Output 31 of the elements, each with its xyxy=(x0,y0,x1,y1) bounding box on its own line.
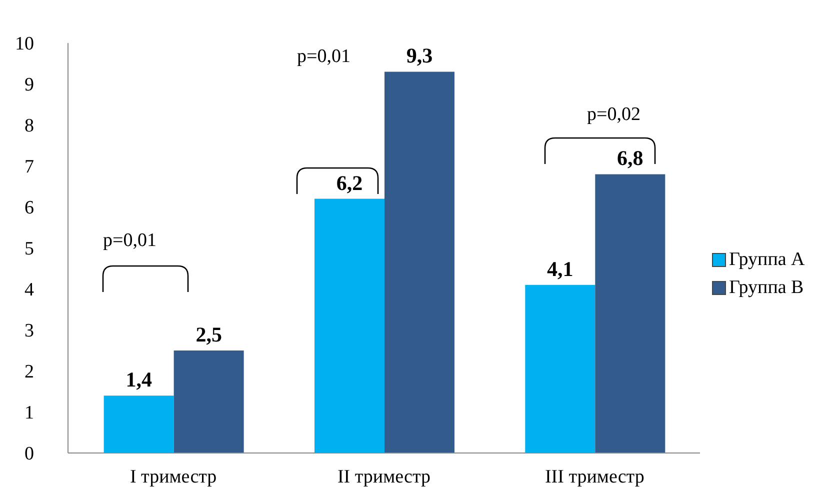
y-tick-label: 2 xyxy=(24,362,34,383)
annotation: p=0,02 xyxy=(587,104,640,126)
data-label: 4,1 xyxy=(547,256,574,281)
data-label: 6,2 xyxy=(336,170,363,195)
y-tick-label: 4 xyxy=(24,280,34,301)
bar xyxy=(104,396,174,453)
bar xyxy=(525,284,596,453)
y-tick-label: 5 xyxy=(24,238,34,260)
y-tick-label: 6 xyxy=(24,198,34,219)
annotation: p=0,01 xyxy=(297,46,350,68)
x-tick-label: III триместр xyxy=(544,466,644,488)
annotation: p=0,01 xyxy=(103,230,156,252)
y-tick-label: 9 xyxy=(24,74,34,96)
legend-label: Группа А xyxy=(729,249,805,271)
data-label: 9,3 xyxy=(406,44,433,68)
y-tick-label: 10 xyxy=(15,34,34,55)
bar xyxy=(595,174,666,453)
y-tick-label: 3 xyxy=(24,320,34,342)
bar xyxy=(314,198,384,453)
y-tick-label: 1 xyxy=(24,402,34,424)
bar xyxy=(384,72,454,453)
y-tick-label: 7 xyxy=(24,156,34,178)
bar xyxy=(174,350,244,453)
data-label: 6,8 xyxy=(617,146,644,170)
y-tick-label: 8 xyxy=(24,116,34,137)
data-label: 2,5 xyxy=(196,322,222,346)
data-label: 1,4 xyxy=(126,368,152,392)
legend-label: Группа В xyxy=(729,277,804,299)
x-tick-label: II триместр xyxy=(337,466,431,488)
y-tick-label: 0 xyxy=(24,444,34,465)
x-tick-label: I триместр xyxy=(130,466,217,488)
